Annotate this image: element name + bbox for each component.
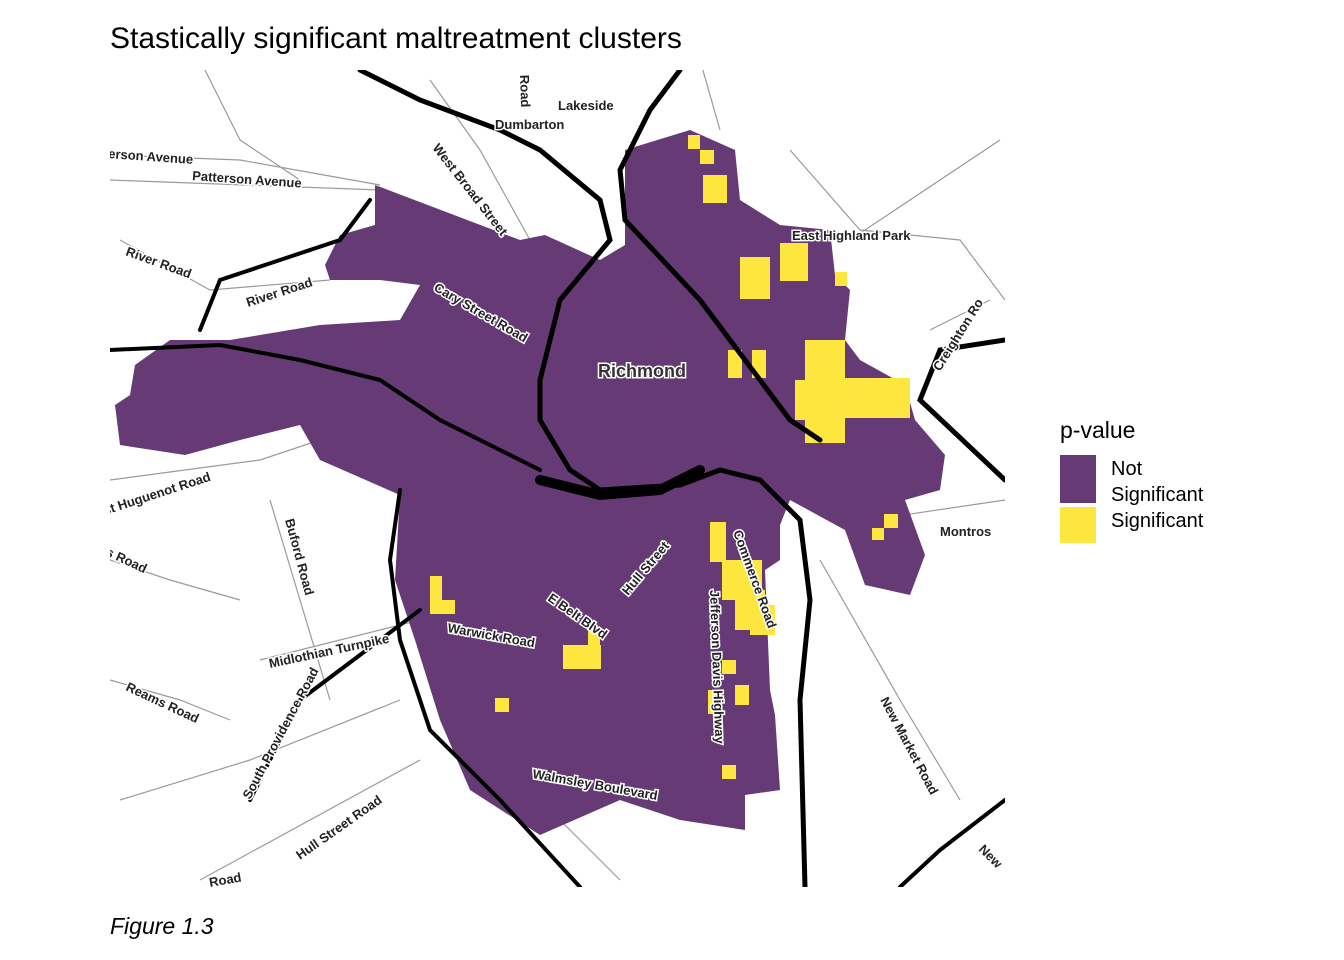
significant-cell [495, 698, 509, 712]
significant-cell [735, 685, 749, 705]
legend-label: Not Significant [1111, 458, 1204, 506]
significant-cell [708, 690, 722, 714]
legend: p-value Not Significant Significant [1060, 417, 1204, 543]
significant-cell [688, 135, 700, 149]
significant-cell [884, 514, 898, 528]
significant-cell [700, 150, 714, 164]
legend-swatch [1060, 507, 1096, 543]
significant-cell [805, 418, 845, 443]
place-label: Lakeside [558, 98, 614, 113]
place-label: East Highland Park [792, 228, 911, 243]
title: Stastically significant maltreatment clu… [110, 22, 682, 55]
significant-cell [710, 522, 726, 562]
major-roads [110, 70, 1005, 887]
significant-cell [750, 605, 775, 635]
significant-cell [835, 272, 847, 286]
place-label: Richmond [598, 361, 686, 381]
significant-cell [563, 645, 601, 669]
place-label: Montros [940, 524, 991, 539]
significant-cell [805, 340, 845, 380]
significant-cell [588, 630, 600, 646]
legend-label: Significant [1111, 510, 1204, 532]
significant-cell [740, 257, 770, 299]
place-label: erson Avenue [108, 146, 194, 167]
significant-cell [845, 378, 910, 418]
legend-swatch [1060, 455, 1096, 503]
significant-cell [872, 528, 884, 540]
significant-cells [430, 135, 910, 779]
place-label: Jefferson Davis Highway [707, 590, 727, 745]
significant-cell [722, 660, 736, 674]
significant-cell [800, 380, 812, 392]
significant-cell [780, 243, 808, 281]
significant-cell [430, 600, 455, 614]
legend-title: p-value [1060, 417, 1135, 443]
significant-cell [722, 765, 736, 779]
caption: Figure 1.3 [110, 913, 214, 939]
significant-cell [728, 350, 742, 378]
place-label: Dumbarton [495, 117, 564, 132]
not-significant-area [115, 130, 945, 835]
place-label: Road [517, 75, 533, 108]
significant-cell [703, 175, 727, 203]
